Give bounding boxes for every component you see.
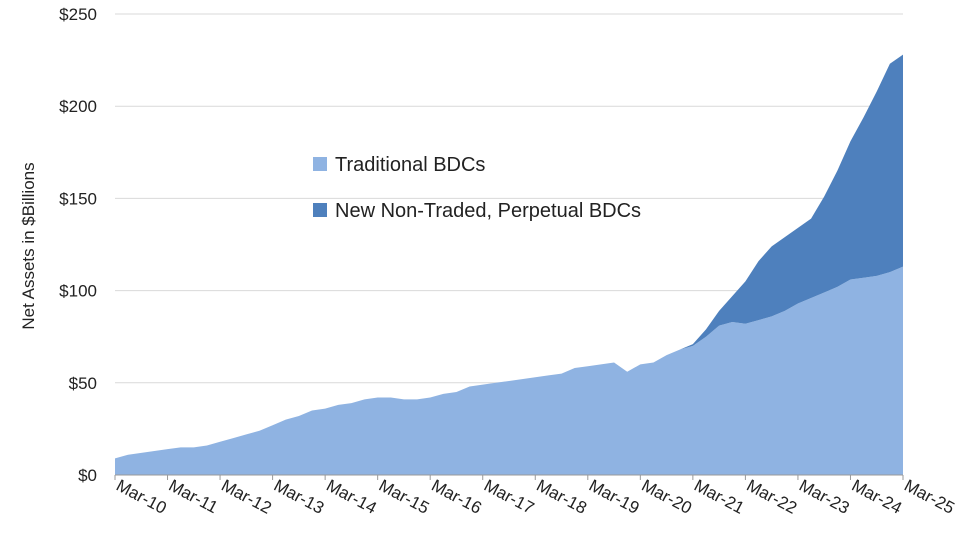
legend-swatch	[313, 157, 327, 171]
x-tick-label: Mar-15	[376, 476, 432, 518]
y-tick-label: $250	[59, 5, 97, 24]
y-tick-label: $0	[78, 466, 97, 485]
x-tick-label: Mar-18	[533, 476, 589, 518]
x-tick-label: Mar-22	[744, 476, 800, 518]
y-tick-label: $50	[69, 374, 97, 393]
x-tick-label: Mar-16	[428, 476, 484, 518]
x-tick-label: Mar-20	[638, 476, 694, 518]
x-tick-label: Mar-10	[113, 476, 169, 518]
x-tick-label: Mar-25	[901, 476, 957, 518]
x-tick-label: Mar-11	[166, 476, 221, 517]
y-axis-label: Net Assets in $Billions	[19, 162, 38, 329]
x-tick-labels: Mar-10Mar-11Mar-12Mar-13Mar-14Mar-15Mar-…	[113, 475, 958, 518]
x-tick-label: Mar-17	[481, 476, 537, 518]
legend: Traditional BDCs New Non-Traded, Perpetua…	[313, 154, 641, 222]
y-tick-label: $100	[59, 282, 97, 301]
x-tick-label: Mar-23	[796, 476, 852, 518]
y-tick-label: $150	[59, 189, 97, 208]
y-tick-label: $200	[59, 97, 97, 116]
x-tick-label: Mar-19	[586, 476, 642, 518]
area-series	[115, 54, 903, 475]
x-tick-label: Mar-13	[271, 476, 327, 518]
x-tick-label: Mar-14	[323, 476, 379, 518]
legend-swatch	[313, 203, 327, 217]
x-tick-label: Mar-24	[849, 476, 905, 518]
x-tick-label: Mar-12	[218, 476, 274, 518]
y-tick-labels: $0 $50 $100 $150 $200 $250	[59, 5, 97, 485]
legend-label: New Non-Traded, Perpetual BDCs	[335, 200, 641, 222]
legend-label: Traditional BDCs	[335, 154, 485, 176]
x-tick-label: Mar-21	[691, 476, 747, 518]
area-series-1	[115, 266, 903, 475]
